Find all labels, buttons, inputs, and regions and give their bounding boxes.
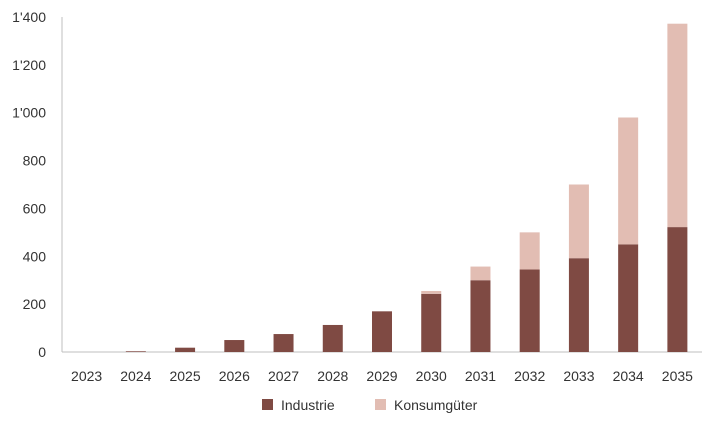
x-tick-label: 2030 [416,368,447,384]
x-tick-label: 2023 [71,368,102,384]
bar-segment-industrie [470,280,491,352]
x-tick-label: 2025 [169,368,200,384]
bar-segment-industrie [421,293,442,352]
legend-swatch [375,399,386,410]
y-axis: 0 200 400 600 800 1'000 1'200 1'400 [12,9,63,360]
y-tick-label: 400 [23,248,47,264]
x-tick-label: 2032 [514,368,545,384]
bar-segment-industrie [175,347,196,352]
bar-segment-industrie [224,340,245,352]
legend-swatch [262,399,273,410]
legend-label: Konsumgüter [394,397,478,413]
x-tick-label: 2026 [219,368,250,384]
bar-segment-industrie [667,227,688,352]
bar-segment-konsumgueter [519,232,540,270]
x-tick-label: 2027 [268,368,299,384]
y-tick-label: 1'200 [12,57,46,73]
bar-segment-industrie [519,269,540,352]
legend-label: Industrie [281,397,335,413]
y-tick-label: 0 [38,344,46,360]
x-tick-label: 2029 [366,368,397,384]
bar-segment-konsumgueter [618,117,639,245]
x-tick-label: 2035 [662,368,693,384]
x-tick-label: 2033 [563,368,594,384]
bar-segment-konsumgueter [667,23,688,228]
y-tick-label: 600 [23,200,47,216]
x-tick-label: 2028 [317,368,348,384]
bar-segment-industrie [125,351,146,352]
bar-segment-industrie [273,334,294,352]
bar-segment-konsumgueter [421,290,442,294]
y-tick-label: 1'400 [12,9,46,25]
bar-segment-konsumgueter [568,184,589,259]
bars [125,23,688,352]
x-axis: 2023 2024 2025 2026 2027 2028 2029 2030 2031 2032… [62,351,702,384]
bar-segment-industrie [322,324,343,352]
bar-segment-industrie [372,311,392,352]
bar-segment-industrie [618,244,639,352]
y-tick-label: 200 [23,296,47,312]
y-tick-label: 800 [23,153,47,169]
x-tick-label: 2024 [120,368,151,384]
y-tick-label: 1'000 [12,105,46,121]
bar-segment-konsumgueter [470,266,491,281]
bar-segment-industrie [568,258,589,352]
x-tick-label: 2034 [613,368,644,384]
x-tick-label: 2031 [465,368,496,384]
legend: Industrie Konsumgüter [262,397,478,413]
